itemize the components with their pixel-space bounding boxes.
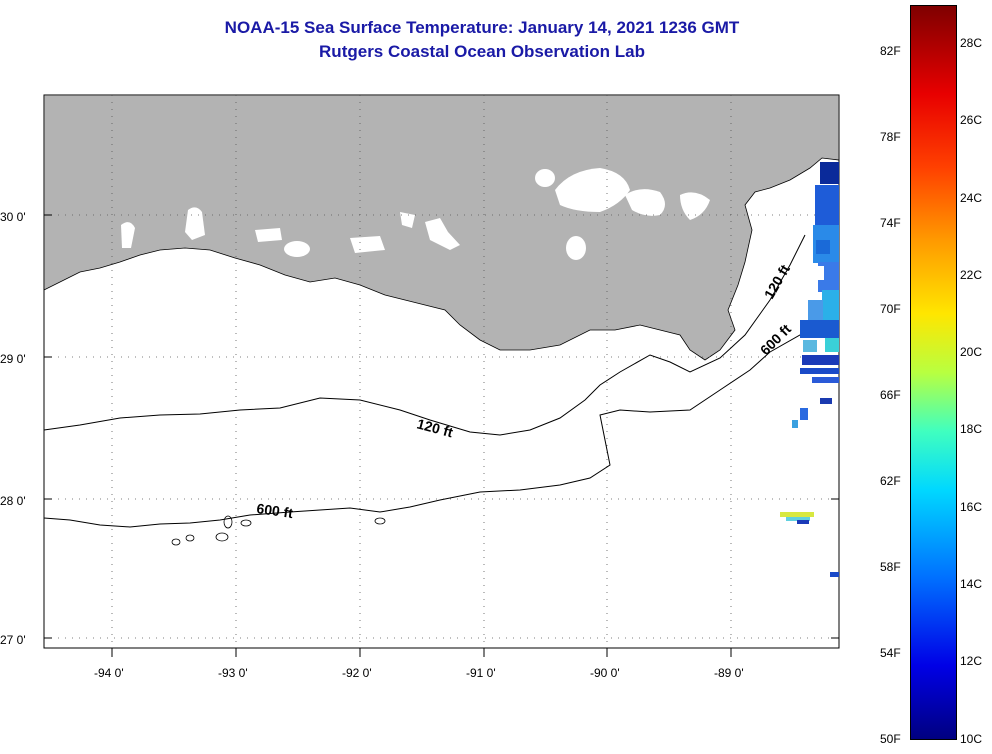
- inland-lakes: [121, 168, 710, 260]
- colorbar-c-24: 24C: [960, 191, 983, 205]
- colorbar-f-78: 78F: [880, 130, 901, 144]
- colorbar-c-28: 28C: [960, 36, 983, 50]
- map-title: NOAA-15 Sea Surface Temperature: January…: [224, 18, 740, 37]
- lon-label-94: -94 0': [94, 666, 124, 680]
- colorbar-c-18: 18C: [960, 422, 983, 436]
- colorbar-f-62: 62F: [880, 474, 901, 488]
- lon-label-91: -91 0': [466, 666, 496, 680]
- contour-600ft: [43, 321, 840, 528]
- lon-label-90: -90 0': [590, 666, 620, 680]
- lat-label-30: 30 0': [0, 210, 26, 224]
- colorbar-c-16: 16C: [960, 500, 983, 514]
- colorbar-f-82: 82F: [880, 44, 901, 58]
- colorbar-c-14: 14C: [960, 577, 983, 591]
- colorbar-c-26: 26C: [960, 113, 983, 127]
- seamount-contours: [171, 515, 386, 546]
- colorbar-c-20: 20C: [960, 345, 983, 359]
- lat-label-27: 27 0': [0, 633, 26, 647]
- lon-label-93: -93 0': [218, 666, 248, 680]
- colorbar-f-74: 74F: [880, 216, 901, 230]
- sst-data-pixels: [780, 162, 839, 577]
- colorbar-f-58: 58F: [880, 560, 901, 574]
- temperature-colorbar: [910, 5, 957, 740]
- colorbar-c-12: 12C: [960, 654, 983, 668]
- lat-label-28: 28 0': [0, 494, 26, 508]
- colorbar-c-22: 22C: [960, 268, 983, 282]
- colorbar-c-10: 10C: [960, 732, 983, 746]
- colorbar-f-66: 66F: [880, 388, 901, 402]
- contour-120ft: [43, 234, 806, 436]
- lat-label-29: 29 0': [0, 352, 26, 366]
- colorbar-f-50: 50F: [880, 732, 901, 746]
- colorbar-f-70: 70F: [880, 302, 901, 316]
- colorbar-f-54: 54F: [880, 646, 901, 660]
- lon-label-92: -92 0': [342, 666, 372, 680]
- contour-label-600ft: 600 ft: [256, 500, 295, 521]
- lon-label-89: -89 0': [714, 666, 744, 680]
- map-subtitle: Rutgers Coastal Ocean Observation Lab: [319, 42, 645, 61]
